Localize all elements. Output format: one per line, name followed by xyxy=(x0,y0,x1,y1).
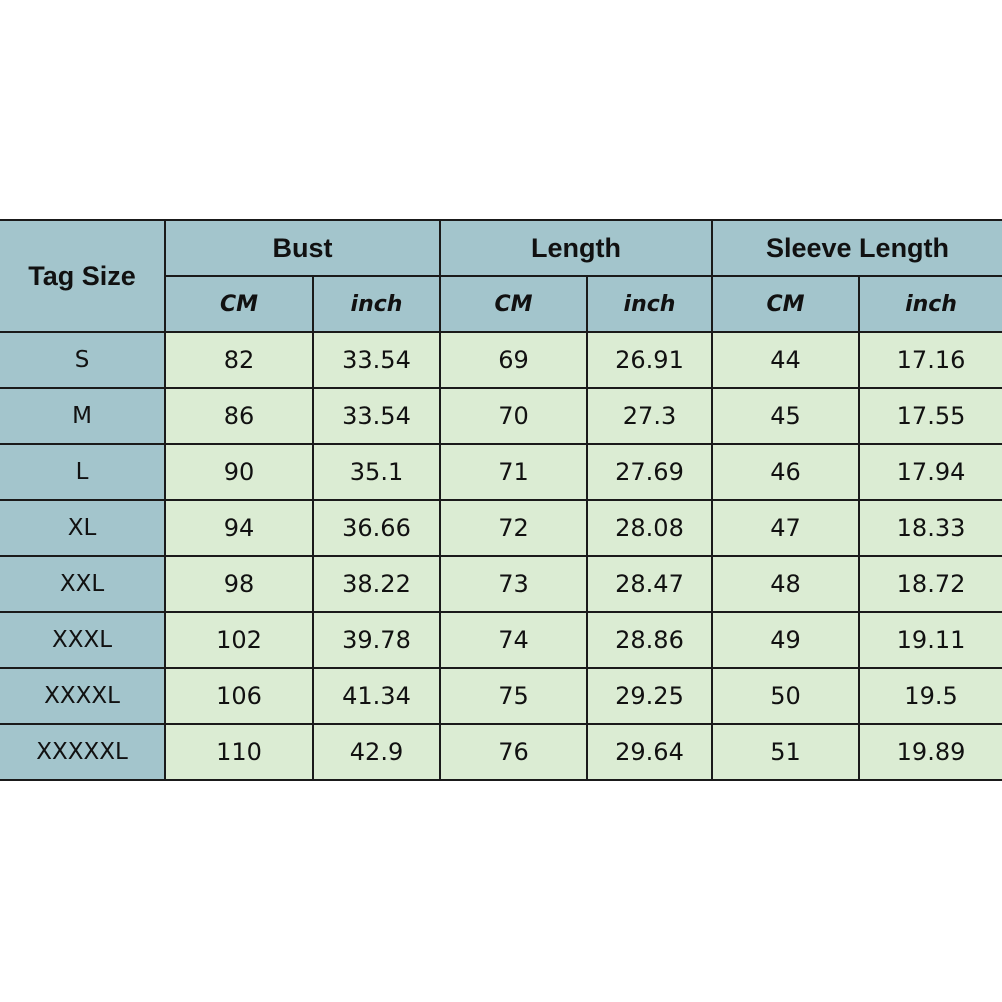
table-row: XL 94 36.66 72 28.08 47 18.33 xyxy=(0,499,1002,557)
value-cell: 19.11 xyxy=(858,611,1002,669)
value-cell: 102 xyxy=(164,611,314,669)
value-cell: 17.16 xyxy=(858,331,1002,389)
value-cell: 33.54 xyxy=(312,387,441,445)
value-cell: 39.78 xyxy=(312,611,441,669)
value-cell: 28.08 xyxy=(585,499,714,557)
table-row: S 82 33.54 69 26.91 44 17.16 xyxy=(0,331,1002,389)
value-cell: 17.55 xyxy=(858,387,1002,445)
value-cell: 110 xyxy=(164,723,314,781)
value-cell: 26.91 xyxy=(585,331,714,389)
header-tag-size: Tag Size xyxy=(0,219,166,333)
header-row-units: CM inch CM inch CM inch xyxy=(0,275,1002,333)
size-chart-table: Tag Size Bust Length Sleeve Length CM in… xyxy=(0,219,1002,781)
size-cell: M xyxy=(0,387,166,445)
value-cell: 69 xyxy=(439,331,588,389)
value-cell: 48 xyxy=(711,555,861,613)
value-cell: 73 xyxy=(439,555,588,613)
value-cell: 46 xyxy=(711,443,861,501)
header-unit: inch xyxy=(585,275,714,333)
value-cell: 82 xyxy=(164,331,314,389)
size-cell: XXXXL xyxy=(0,667,166,725)
value-cell: 45 xyxy=(711,387,861,445)
value-cell: 17.94 xyxy=(858,443,1002,501)
value-cell: 106 xyxy=(164,667,314,725)
table-row: XXL 98 38.22 73 28.47 48 18.72 xyxy=(0,555,1002,613)
value-cell: 50 xyxy=(711,667,861,725)
value-cell: 72 xyxy=(439,499,588,557)
header-unit: CM xyxy=(165,275,314,333)
table-row: XXXXXL 110 42.9 76 29.64 51 19.89 xyxy=(0,723,1002,781)
value-cell: 94 xyxy=(164,499,314,557)
header-length: Length xyxy=(438,219,714,277)
size-cell: L xyxy=(0,443,166,501)
value-cell: 29.64 xyxy=(585,723,714,781)
header-unit: inch xyxy=(312,275,441,333)
value-cell: 35.1 xyxy=(312,443,441,501)
value-cell: 41.34 xyxy=(312,667,441,725)
value-cell: 49 xyxy=(711,611,861,669)
table-row: M 86 33.54 70 27.3 45 17.55 xyxy=(0,387,1002,445)
value-cell: 33.54 xyxy=(312,331,441,389)
size-cell: XXXXXL xyxy=(0,723,166,781)
value-cell: 90 xyxy=(164,443,314,501)
table-row: XXXXL 106 41.34 75 29.25 50 19.5 xyxy=(0,667,1002,725)
value-cell: 70 xyxy=(439,387,588,445)
value-cell: 86 xyxy=(164,387,314,445)
size-cell: XXL xyxy=(0,555,166,613)
value-cell: 71 xyxy=(439,443,588,501)
table-row: L 90 35.1 71 27.69 46 17.94 xyxy=(0,443,1002,501)
value-cell: 18.72 xyxy=(858,555,1002,613)
header-unit: CM xyxy=(439,275,588,333)
value-cell: 44 xyxy=(711,331,861,389)
value-cell: 51 xyxy=(711,723,861,781)
header-bust: Bust xyxy=(164,219,441,277)
value-cell: 29.25 xyxy=(585,667,714,725)
header-unit: CM xyxy=(711,275,861,333)
header-unit: inch xyxy=(858,275,1002,333)
value-cell: 27.69 xyxy=(585,443,714,501)
value-cell: 75 xyxy=(439,667,588,725)
size-cell: XXXL xyxy=(0,611,166,669)
value-cell: 47 xyxy=(711,499,861,557)
value-cell: 18.33 xyxy=(858,499,1002,557)
value-cell: 28.47 xyxy=(585,555,714,613)
value-cell: 19.5 xyxy=(858,667,1002,725)
size-cell: XL xyxy=(0,499,166,557)
value-cell: 42.9 xyxy=(312,723,441,781)
value-cell: 98 xyxy=(164,555,314,613)
table-row: XXXL 102 39.78 74 28.86 49 19.11 xyxy=(0,611,1002,669)
value-cell: 74 xyxy=(439,611,588,669)
value-cell: 76 xyxy=(439,723,588,781)
value-cell: 19.89 xyxy=(858,723,1002,781)
header-row-groups: Tag Size Bust Length Sleeve Length xyxy=(0,219,1002,333)
size-cell: S xyxy=(0,331,166,389)
value-cell: 27.3 xyxy=(585,387,714,445)
header-sleeve-length: Sleeve Length xyxy=(711,219,1002,277)
value-cell: 38.22 xyxy=(312,555,441,613)
value-cell: 28.86 xyxy=(585,611,714,669)
value-cell: 36.66 xyxy=(312,499,441,557)
